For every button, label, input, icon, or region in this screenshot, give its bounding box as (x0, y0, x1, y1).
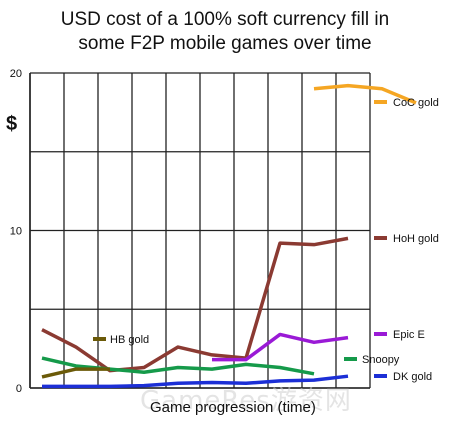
series-line-epic-e (212, 332, 349, 362)
legend-label: HB gold (110, 334, 149, 346)
chart-title-line-2: some F2P mobile games over time (78, 33, 372, 54)
x-axis-label: Game progression (time) (150, 399, 316, 416)
y-tick-label: 20 (10, 68, 22, 80)
legend: CoC gold HoH gold Epic E Snoopy DK gold HB go… (93, 97, 439, 383)
y-tick-label: 0 (16, 383, 22, 395)
series-line-hb-gold (41, 367, 110, 379)
watermark: GameRes游资网 (140, 386, 352, 416)
legend-label: CoC gold (393, 97, 439, 109)
series-line-snoopy (41, 356, 315, 376)
series-line-coc-gold (313, 83, 417, 105)
legend-label: HoH gold (393, 233, 439, 245)
chart-title-line-1: USD cost of a 100% soft currency fill in (60, 9, 390, 30)
y-tick-label: 10 (10, 226, 22, 238)
series-line-dk-gold (42, 374, 349, 389)
legend-label: Epic E (393, 329, 425, 341)
series-line-hoh-gold (41, 236, 349, 373)
legend-label: DK gold (393, 371, 432, 383)
y-axis-label: $ (6, 113, 18, 135)
chart-grid (29, 72, 371, 389)
legend-label: Snoopy (362, 354, 400, 366)
series-lines (41, 83, 417, 389)
y-tick-labels: 0 10 20 (10, 68, 22, 395)
chart-title: USD cost of a 100% soft currency fill in… (0, 8, 450, 56)
